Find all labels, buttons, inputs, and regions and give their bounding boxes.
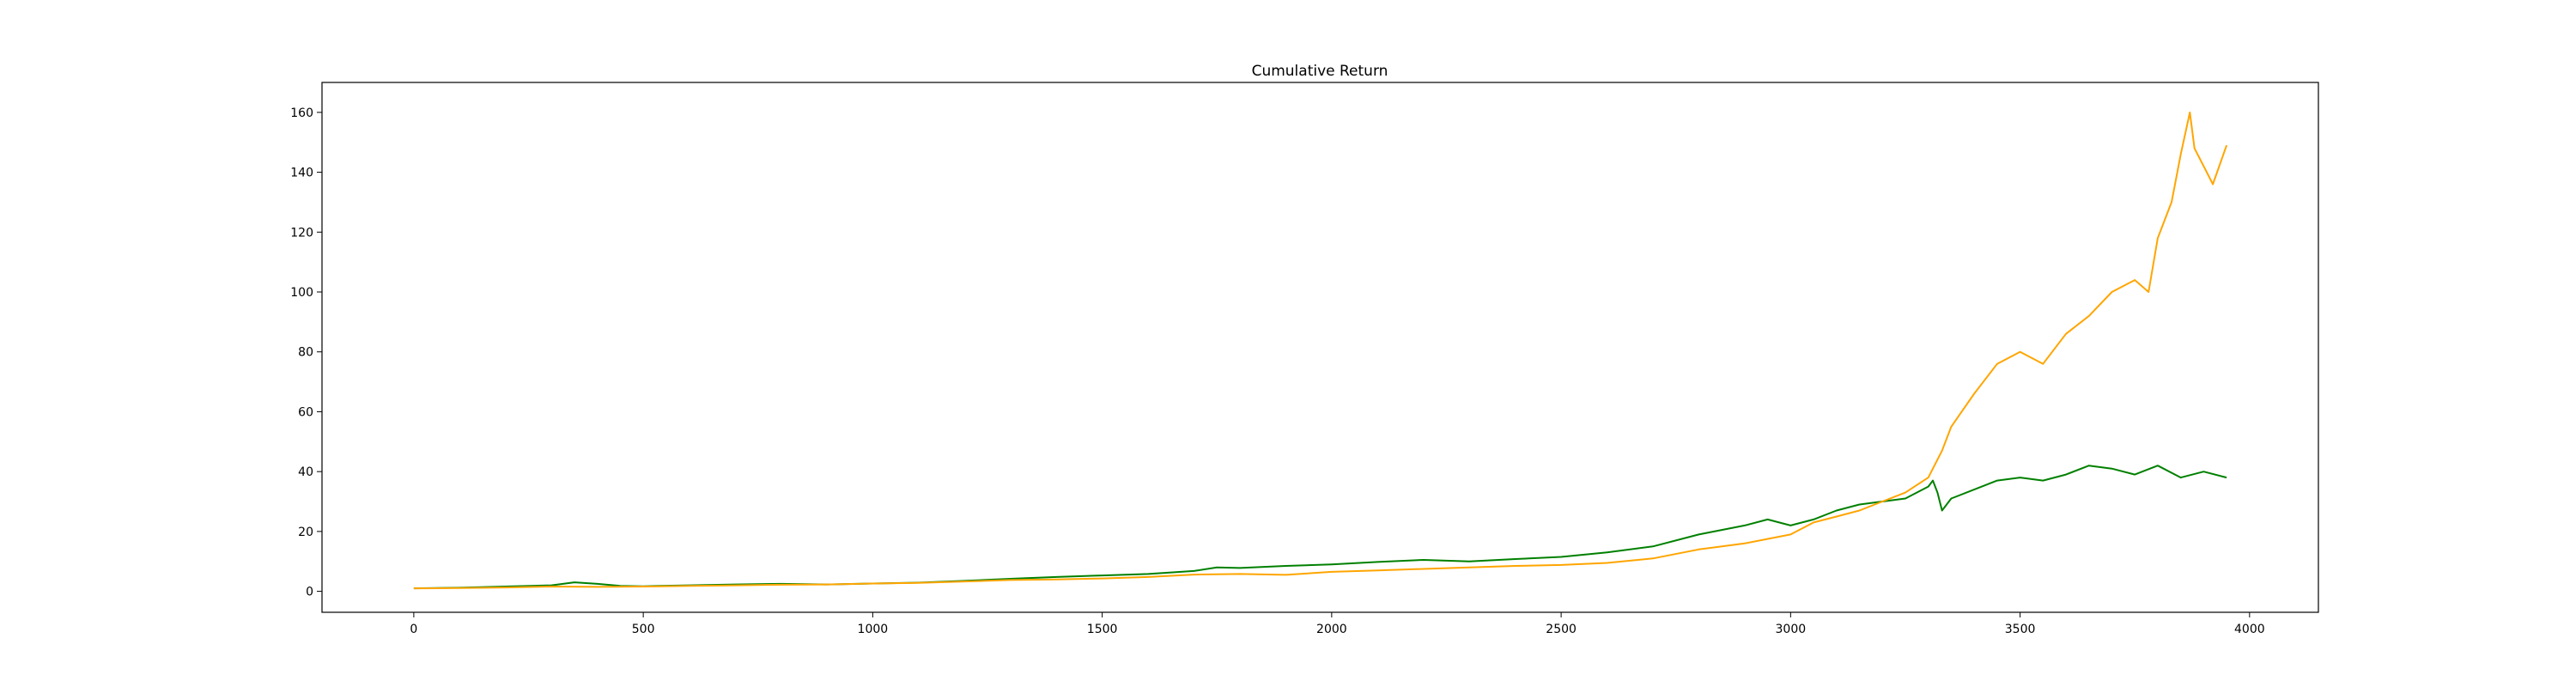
x-axis: 0 500 1000 1500 2000 2500 3000 3500 4000 xyxy=(410,612,2265,636)
x-tick-label: 1500 xyxy=(1087,623,1118,636)
y-tick-label: 100 xyxy=(290,286,313,300)
x-tick-label: 0 xyxy=(410,623,417,636)
y-tick-label: 120 xyxy=(290,226,313,240)
x-tick-label: 3000 xyxy=(1776,623,1807,636)
x-tick-label: 2000 xyxy=(1316,623,1347,636)
x-tick-label: 2500 xyxy=(1546,623,1577,636)
y-tick-label: 0 xyxy=(306,586,313,599)
x-tick-label: 500 xyxy=(632,623,655,636)
y-tick-label: 60 xyxy=(298,405,313,419)
x-tick-label: 4000 xyxy=(2234,623,2265,636)
y-tick-label: 20 xyxy=(298,526,313,539)
y-tick-label: 40 xyxy=(298,465,313,479)
y-tick-label: 140 xyxy=(290,167,313,180)
plot-frame xyxy=(321,82,2319,613)
x-tick-label: 1000 xyxy=(858,623,889,636)
series-line-1 xyxy=(413,465,2227,590)
y-axis: 0 20 40 60 80 100 120 140 160 xyxy=(290,106,322,599)
series-line-2 xyxy=(413,111,2228,590)
plot-lines xyxy=(413,111,2228,590)
x-tick-label: 3500 xyxy=(2005,623,2036,636)
chart-title: Cumulative Return xyxy=(1252,63,1388,80)
y-tick-label: 80 xyxy=(298,346,313,360)
y-tick-label: 160 xyxy=(290,106,313,120)
